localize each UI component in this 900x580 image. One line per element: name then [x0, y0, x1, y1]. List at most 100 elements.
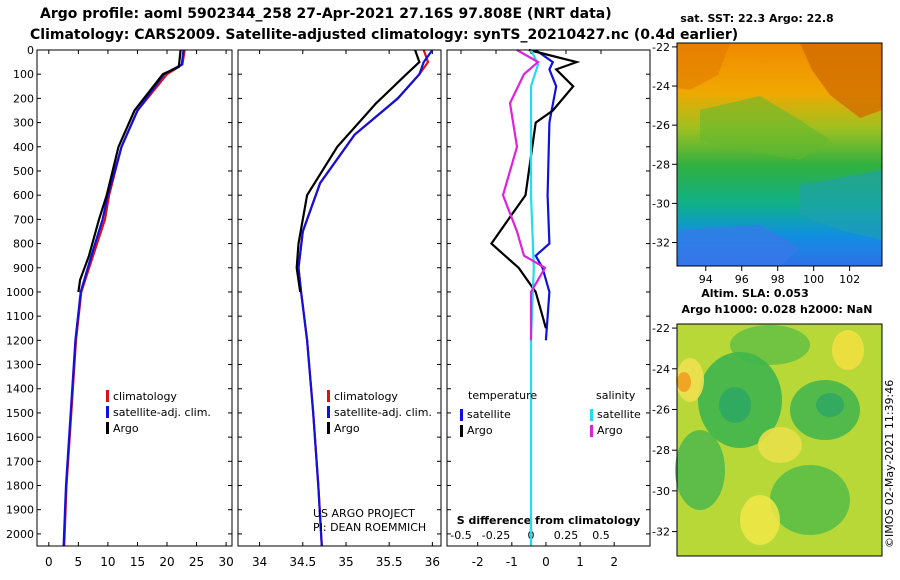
panel-frame — [36, 49, 233, 547]
sst-warm-patch-2 — [677, 43, 730, 90]
depth-tick-label: 700 — [13, 213, 34, 226]
sla-yellow-blob — [832, 330, 864, 370]
x-tick-label: 35.5 — [376, 555, 403, 569]
depth-tick-label: 400 — [13, 141, 34, 154]
x-axis-label: S difference from climatology — [457, 514, 641, 527]
depth-tick-label: 500 — [13, 165, 34, 178]
x-tick-label: 25 — [189, 555, 204, 569]
sla-map-frame — [676, 323, 883, 557]
series-line — [534, 49, 558, 341]
x-tick-label: 0 — [542, 555, 550, 569]
legend-label: satellite — [597, 408, 641, 421]
x-tick-label: 34.5 — [289, 555, 316, 569]
x-tick-label: 20 — [159, 555, 174, 569]
x-tick-label-s: -0.25 — [482, 529, 510, 542]
depth-tick-label: 1000 — [6, 286, 34, 299]
y-tick-label: -22 — [652, 41, 670, 54]
sla-map-y-ticks: -22 -24 -26 -28 -30 -32 — [652, 322, 677, 539]
sla-yellow-blob — [740, 495, 780, 545]
x-tick-label: 35 — [338, 555, 353, 569]
legend-label: satellite-adj. clim. — [334, 406, 432, 419]
depth-tick-label: 1200 — [6, 334, 34, 347]
sst-map-title: sat. SST: 22.3 Argo: 22.8 — [680, 12, 833, 25]
depth-tick-label: 1400 — [6, 383, 34, 396]
x-tick-label-s: 0.5 — [592, 529, 610, 542]
depth-tick-label: 1600 — [6, 431, 34, 444]
legend-header: temperature — [468, 389, 537, 402]
sst-green-patch — [700, 96, 830, 160]
legend-swatch — [106, 390, 109, 402]
y-tick-label: -24 — [652, 363, 670, 376]
sla-green-blob — [730, 325, 810, 365]
y-tick-label: -28 — [652, 444, 670, 457]
x-tick-label: 5 — [75, 555, 83, 569]
legend-swatch — [327, 406, 330, 418]
depth-tick-label: 800 — [13, 238, 34, 251]
panel-frame — [237, 49, 442, 547]
y-tick-label: -26 — [652, 403, 670, 416]
x-tick-label: 100 — [803, 273, 824, 286]
legend-label: Argo — [334, 422, 360, 435]
x-tick-label-s: -0.5 — [450, 529, 471, 542]
x-tick-label-s: 0.25 — [554, 529, 579, 542]
x-tick-label: 102 — [839, 273, 860, 286]
y-tick-label: -30 — [652, 197, 670, 210]
panel-frame — [446, 49, 651, 547]
annotation-project: US ARGO PROJECT — [313, 507, 415, 520]
x-tick-label: 15 — [130, 555, 145, 569]
depth-tick-label: 1900 — [6, 504, 34, 517]
sst-map-x-ticks: 94 96 98 100 102 — [699, 266, 860, 286]
series-line — [297, 49, 434, 547]
y-tick-label: -26 — [652, 119, 670, 132]
depth-tick-label: 600 — [13, 189, 34, 202]
series-line — [501, 49, 547, 341]
depth-tick-label: 1100 — [6, 310, 34, 323]
legend-swatch — [327, 390, 330, 402]
imos-watermark: ©IMOS 02-May-2021 11:39:46 — [883, 380, 896, 548]
x-tick-label: -2 — [472, 555, 484, 569]
legend-swatch — [590, 409, 593, 421]
x-tick-label: 36 — [425, 555, 440, 569]
sla-map-title-1: Altim. SLA: 0.053 — [701, 287, 808, 300]
legend-swatch — [327, 422, 330, 434]
depth-tick-label: 2000 — [6, 528, 34, 541]
legend-label: Argo — [113, 422, 139, 435]
depth-tick-label: 200 — [13, 92, 34, 105]
series-line — [295, 49, 421, 293]
legend-swatch — [590, 425, 593, 437]
title-line-1: Argo profile: aoml 5902344_258 27-Apr-20… — [40, 6, 612, 22]
depth-tick-label: 1300 — [6, 359, 34, 372]
x-tick-label: 0 — [45, 555, 53, 569]
depth-tick-label: 1700 — [6, 455, 34, 468]
sst-cold-patch — [680, 225, 800, 266]
legend-header: salinity — [596, 389, 636, 402]
x-tick-label: 34 — [252, 555, 267, 569]
sst-map: sat. SST: 22.3 Argo: 22.8 -22 -24 -26 -28 -3… — [652, 12, 883, 286]
legend-label: satellite — [467, 408, 511, 421]
legend-label: climatology — [113, 390, 177, 403]
depth-tick-label: 900 — [13, 262, 34, 275]
sst-map-frame — [676, 42, 883, 267]
legend-swatch — [460, 409, 463, 421]
legend-swatch — [106, 422, 109, 434]
x-tick-label: 96 — [735, 273, 749, 286]
series-line — [63, 49, 186, 547]
series-line — [529, 49, 540, 546]
sst-map-y-ticks: -22 -24 -26 -28 -30 -32 — [652, 41, 677, 250]
legend-label: Argo — [597, 424, 623, 437]
x-tick-label: 1 — [576, 555, 584, 569]
x-tick-label: 30 — [218, 555, 233, 569]
sla-map-title-2: Argo h1000: 0.028 h2000: NaN — [681, 303, 872, 316]
x-tick-label: 94 — [699, 273, 713, 286]
series-line — [77, 49, 182, 293]
depth-tick-label: 1500 — [6, 407, 34, 420]
legend-label: Argo — [467, 424, 493, 437]
sla-green-blob — [675, 430, 725, 510]
sla-orange-blob — [677, 372, 691, 392]
sla-teal-blob — [719, 387, 751, 423]
sla-yellow-blob — [758, 427, 802, 463]
legend-label: climatology — [334, 390, 398, 403]
depth-tick-label: 1800 — [6, 480, 34, 493]
difference-panel: -2 -1 0 1 2-0.5 -0.25 0 0.25 0.5S difference fro… — [446, 48, 651, 569]
